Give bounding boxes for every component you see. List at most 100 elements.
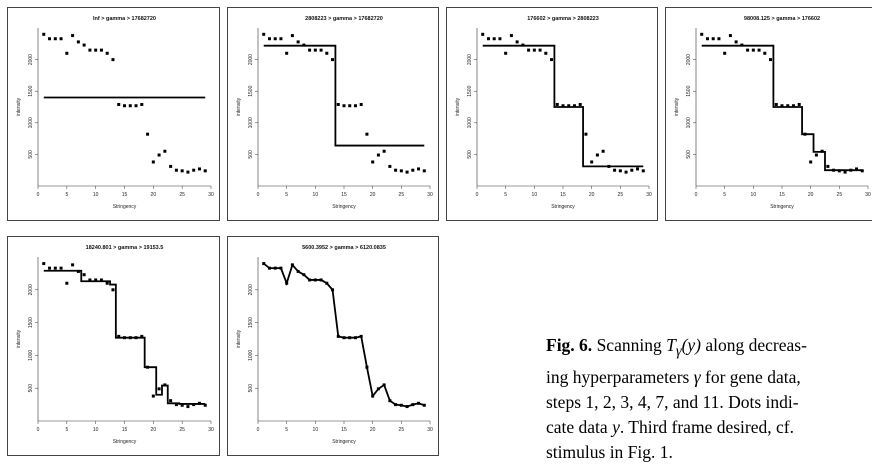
y-tick-label: 1000 [28,117,34,128]
caption-math: γ [693,366,701,387]
data-point [504,51,508,55]
data-point [290,263,294,267]
chart-title: 98008.125 > gamma > 176602 [744,16,820,22]
x-tick-label: 30 [646,192,652,198]
x-tick-label: 10 [313,192,319,198]
y-tick-label: 1000 [467,117,473,128]
y-axis-label: intensity [455,97,461,116]
data-point [273,266,277,270]
y-tick-label: 1000 [248,350,254,361]
data-point [613,168,617,172]
data-point [94,278,98,282]
data-point [849,168,853,172]
x-tick-label: 30 [208,192,214,198]
data-point [134,104,138,108]
data-point [146,132,150,136]
data-point [94,48,98,52]
x-tick-label: 5 [65,427,68,433]
data-point [578,102,582,106]
data-point [267,37,271,41]
data-point [544,51,548,55]
chart-title: Inf > gamma > 17682720 [93,16,156,22]
x-axis-label: Stringency [113,204,137,210]
x-tick-label: 0 [257,427,260,433]
data-point [88,278,92,282]
data-point [832,168,836,172]
chart-title: 18240.801 > gamma > 19153.5 [86,245,164,251]
data-point [319,278,323,282]
data-point [65,51,69,55]
x-tick-label: 5 [65,192,68,198]
data-point [325,281,329,285]
data-point [769,58,773,62]
data-point [359,334,363,338]
data-point [169,399,173,403]
data-point [53,37,57,41]
data-point [422,403,426,407]
data-point [371,394,375,398]
chart-title: 5600.3952 > gamma > 6120.0835 [302,245,386,251]
y-tick-label: 500 [686,150,692,159]
data-point [279,266,283,270]
y-tick-label: 1500 [28,317,34,328]
x-tick-label: 15 [122,192,128,198]
data-point [192,168,196,172]
data-point [342,336,346,340]
data-point [342,104,346,108]
data-point [197,401,201,405]
y-tick-label: 500 [248,384,254,393]
x-tick-label: 25 [399,192,405,198]
data-point [203,169,207,173]
y-tick-label: 2000 [28,54,34,65]
chart-svg: 98008.125 > gamma > 176602 0 5 10 15 20 25 30 50… [674,16,871,210]
y-tick-label: 2000 [686,54,692,65]
data-point [180,403,184,407]
plot-panel-step-4: 98008.125 > gamma > 176602 0 5 10 15 20 25 30 50… [665,7,872,221]
data-point [42,262,46,266]
data-point [140,334,144,338]
x-tick-label: 0 [257,192,260,198]
data-point [296,40,300,44]
fit-line [263,262,425,408]
data-point [48,266,52,270]
plot-panel-step-2: 2808223 > gamma > 17682720 0 5 10 15 20 25 30 50… [227,7,439,221]
caption-line-2: ing hyperparameters γ for gene data, [546,365,872,390]
data-point [855,167,859,171]
data-point [498,37,502,41]
y-tick-label: 1500 [248,85,254,96]
y-tick-label: 1500 [28,85,34,96]
data-point [296,269,300,273]
data-point [636,167,640,171]
data-point [99,278,103,282]
data-point [515,40,519,44]
data-point [325,51,329,55]
data-point [734,40,738,44]
data-point [88,48,92,52]
data-point [169,164,173,168]
data-point [163,149,167,153]
y-tick-label: 500 [467,150,473,159]
data-point [123,336,126,340]
y-axis-label: intensity [16,97,22,116]
data-point [376,387,380,391]
y-axis-label: intensity [236,329,242,348]
data-point [105,51,109,55]
data-point [700,32,704,36]
data-point [711,37,715,41]
data-point [532,48,536,52]
data-point [376,153,380,157]
x-tick-label: 30 [427,427,433,433]
x-tick-label: 30 [208,427,214,433]
fit-line [263,44,425,147]
data-point [814,153,818,157]
data-point [359,102,363,106]
data-point [71,263,75,267]
data-point [308,278,312,282]
caption-text: along decreas- [701,335,807,355]
y-tick-label: 2000 [248,284,254,295]
data-point [313,48,317,52]
data-point [290,34,294,38]
caption-label: Fig. 6. [546,335,593,355]
data-point [595,153,599,157]
y-tick-label: 500 [248,150,254,159]
